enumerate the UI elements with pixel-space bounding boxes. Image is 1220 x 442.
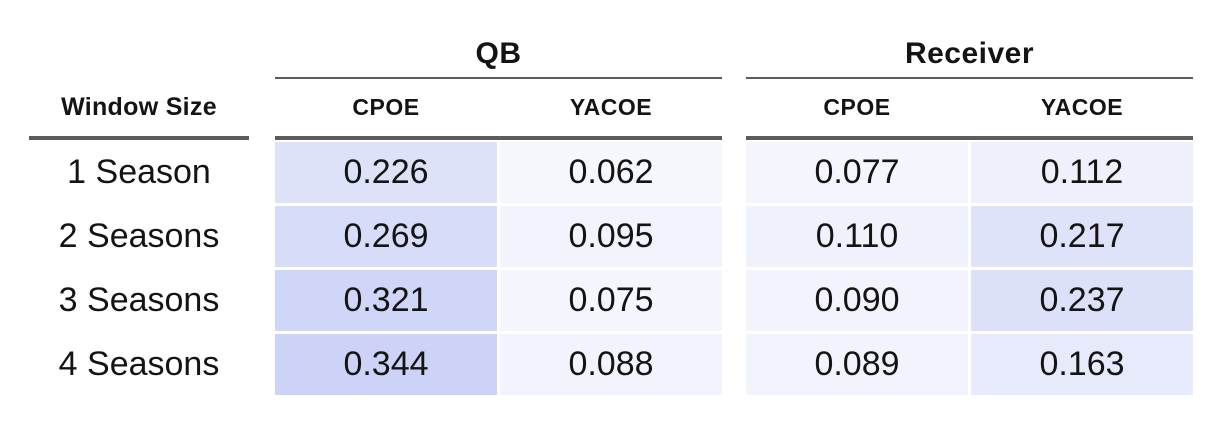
col-header-receiver-cpoe: CPOE [823, 94, 891, 120]
qb-group-rule [275, 77, 722, 79]
group-header-band: QB Receiver [0, 0, 1220, 77]
table-row: 2 Seasons 0.269 0.095 0.110 0.217 [0, 206, 1220, 267]
header-rule-band [0, 136, 1220, 140]
column-header-band: Window Size CPOE YACOE CPOE YACOE [0, 79, 1220, 136]
table-body: 1 Season 0.226 0.062 0.077 0.112 2 Seasons 0.2… [0, 142, 1220, 395]
row-label: 1 Season [67, 153, 211, 191]
group-header-qb: QB [475, 37, 522, 70]
value-cell: 0.110 [746, 206, 968, 267]
label-column-rule [29, 136, 249, 140]
value-cell: 0.062 [500, 142, 722, 203]
value-cell: 0.095 [500, 206, 722, 267]
qb-columns-rule [275, 136, 722, 140]
value-cell: 0.226 [275, 142, 497, 203]
row-header-window-size: Window Size [61, 93, 217, 121]
row-label: 2 Seasons [58, 217, 220, 255]
row-label: 4 Seasons [58, 345, 220, 383]
value-cell: 0.112 [971, 142, 1193, 203]
value-cell: 0.344 [275, 334, 497, 395]
value-cell: 0.321 [275, 270, 497, 331]
table-row: 4 Seasons 0.344 0.088 0.089 0.163 [0, 334, 1220, 395]
row-label: 3 Seasons [58, 281, 220, 319]
value-cell: 0.088 [500, 334, 722, 395]
value-cell: 0.075 [500, 270, 722, 331]
col-header-receiver-yacoe: YACOE [1040, 94, 1124, 120]
group-header-receiver: Receiver [904, 37, 1035, 70]
value-cell: 0.163 [971, 334, 1193, 395]
value-cell: 0.237 [971, 270, 1193, 331]
value-cell: 0.077 [746, 142, 968, 203]
group-rule-band [0, 77, 1220, 79]
value-cell: 0.089 [746, 334, 968, 395]
table-row: 1 Season 0.226 0.062 0.077 0.112 [0, 142, 1220, 203]
value-cell: 0.090 [746, 270, 968, 331]
receiver-columns-rule [746, 136, 1193, 140]
group-rule-spacer [29, 77, 249, 79]
receiver-group-rule [746, 77, 1193, 79]
col-header-qb-yacoe: YACOE [569, 94, 653, 120]
col-header-qb-cpoe: CPOE [352, 94, 420, 120]
value-cell: 0.217 [971, 206, 1193, 267]
value-cell: 0.269 [275, 206, 497, 267]
table-row: 3 Seasons 0.321 0.075 0.090 0.237 [0, 270, 1220, 331]
